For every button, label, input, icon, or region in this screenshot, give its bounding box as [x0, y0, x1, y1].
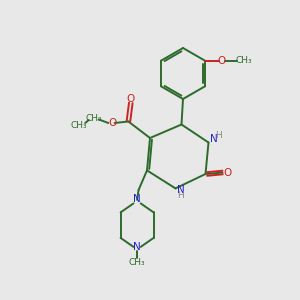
- Text: CH₃: CH₃: [236, 56, 252, 65]
- Text: H: H: [215, 131, 221, 140]
- Text: O: O: [127, 94, 135, 104]
- Text: H: H: [177, 190, 184, 200]
- Text: N: N: [177, 185, 184, 195]
- Text: CH₃: CH₃: [70, 121, 87, 130]
- Text: N: N: [210, 134, 218, 145]
- Text: O: O: [223, 167, 231, 178]
- Text: N: N: [133, 242, 141, 252]
- Text: O: O: [218, 56, 226, 66]
- Text: CH₃: CH₃: [129, 258, 146, 267]
- Text: O: O: [108, 118, 116, 128]
- Text: CH₂: CH₂: [85, 114, 102, 123]
- Text: N: N: [133, 194, 141, 205]
